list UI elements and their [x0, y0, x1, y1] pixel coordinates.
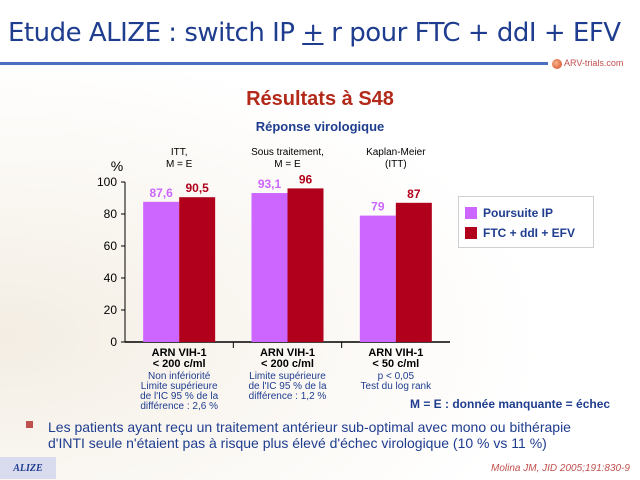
category-label: ARN VIH-1 — [152, 347, 207, 359]
legend-swatch-poursuite — [465, 207, 477, 219]
category-header: M = E — [166, 159, 193, 170]
y-tick-label: 40 — [104, 271, 118, 285]
site-logo: ARV-trials.com — [552, 58, 623, 69]
category-header: Sous traitement, — [251, 147, 324, 158]
category-label: ARN VIH-1 — [368, 347, 423, 359]
legend-item-poursuite: Poursuite IP — [465, 205, 553, 221]
bar-switch-arm — [395, 202, 432, 342]
title-part-1: Etude ALIZE : switch IP — [8, 18, 303, 48]
title-part-2: r pour FTC + ddI + EFV — [323, 18, 621, 48]
chart-subtitle: Réponse virologique — [255, 119, 385, 134]
data-label: 96 — [299, 172, 313, 186]
legend-label-switch: FTC + ddI + EFV — [483, 226, 576, 240]
category-header: M = E — [274, 159, 301, 170]
study-tag: ALIZE — [0, 457, 56, 479]
bar-poursuite-ip — [251, 193, 288, 342]
logo-text: ARV-trials.com — [564, 58, 624, 68]
category-label: ARN VIH-1 — [260, 347, 315, 359]
title-divider — [0, 62, 548, 65]
chart-legend: Poursuite IP FTC + ddI + EFV — [458, 196, 594, 248]
category-label: < 50 c/ml — [372, 358, 419, 370]
category-note: de l'IC 95 % de la — [248, 381, 327, 392]
category-label: < 200 c/ml — [153, 358, 206, 370]
section-title: Résultats à S48 — [246, 88, 394, 110]
bar-poursuite-ip — [143, 201, 180, 342]
data-label: 93,1 — [258, 177, 282, 191]
title-plus-minus: + — [302, 18, 324, 48]
data-label: 87 — [407, 187, 421, 201]
data-label: 90,5 — [185, 181, 209, 195]
category-note: différence : 2,6 % — [140, 401, 218, 412]
logo-icon — [552, 58, 562, 69]
missing-equals-failure-note: M = E : donnée manquante = échec — [410, 397, 611, 411]
category-note: Limite supérieure — [249, 371, 326, 382]
slide-title: Etude ALIZE : switch IP + r pour FTC + d… — [8, 18, 621, 48]
data-label: 79 — [371, 200, 385, 214]
bar-switch-arm — [287, 188, 324, 342]
conclusion-bullet: Les patients ayant reçu un traitement an… — [26, 419, 608, 451]
legend-swatch-switch — [465, 227, 477, 239]
category-note: de l'IC 95 % de la — [140, 391, 219, 402]
legend-item-switch: FTC + ddI + EFV — [465, 225, 575, 241]
reference-citation: Molina JM, JID 2005;191:830-9 — [491, 463, 630, 474]
category-label: < 200 c/ml — [261, 358, 314, 370]
y-tick-label: 80 — [104, 207, 118, 221]
bullet-text: Les patients ayant reçu un traitement an… — [48, 419, 571, 451]
category-header: Kaplan-Meier — [366, 147, 426, 158]
bullet-marker — [26, 421, 33, 428]
category-header: ITT, — [171, 147, 188, 158]
category-note: Non infériorité — [148, 371, 211, 382]
y-axis-label: % — [111, 158, 123, 174]
category-note: p < 0,05 — [378, 371, 415, 382]
legend-label-poursuite: Poursuite IP — [483, 206, 554, 220]
y-tick-label: 0 — [110, 335, 117, 349]
data-label: 87,6 — [149, 186, 173, 200]
y-tick-label: 60 — [104, 239, 118, 253]
category-note: Limite supérieure — [141, 381, 218, 392]
y-tick-label: 100 — [97, 175, 117, 189]
bar-switch-arm — [179, 197, 216, 342]
category-note: différence : 1,2 % — [249, 391, 327, 402]
y-tick-label: 20 — [104, 303, 118, 317]
category-header: (ITT) — [385, 159, 407, 170]
category-note: Test du log rank — [361, 381, 433, 392]
bar-poursuite-ip — [359, 215, 396, 342]
